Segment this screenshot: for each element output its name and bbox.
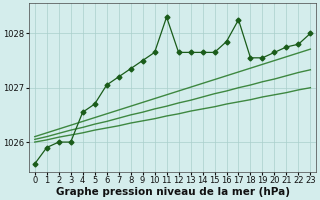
X-axis label: Graphe pression niveau de la mer (hPa): Graphe pression niveau de la mer (hPa)	[56, 187, 290, 197]
